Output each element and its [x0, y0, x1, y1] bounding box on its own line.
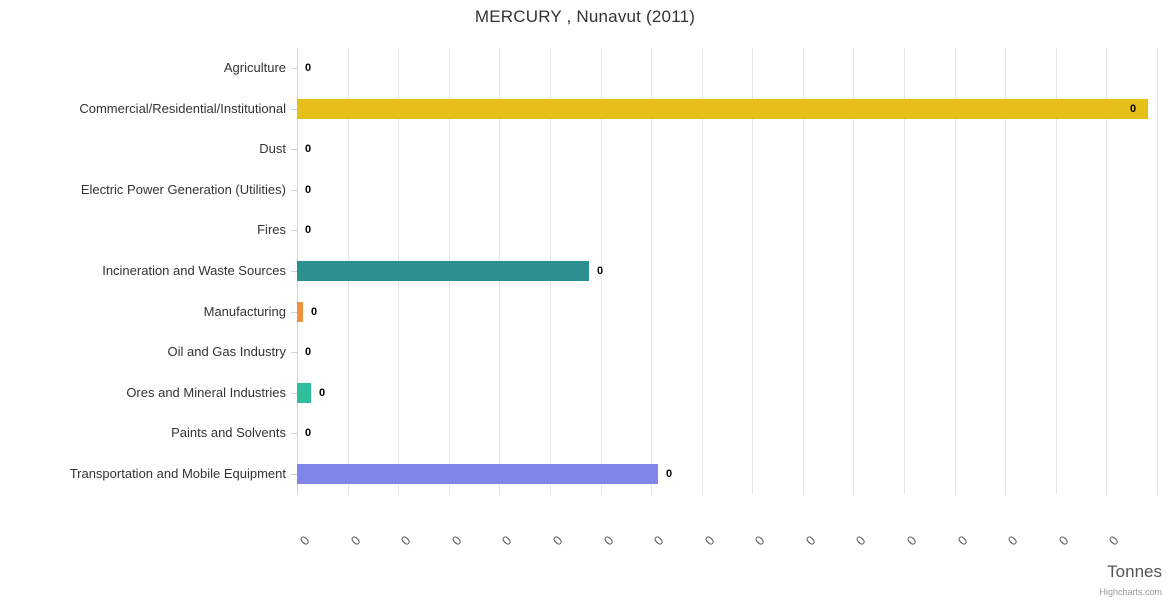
- category-tick-mark: [291, 190, 297, 191]
- category-label: Incineration and Waste Sources: [102, 263, 286, 279]
- x-gridline: [651, 48, 652, 495]
- x-gridline: [853, 48, 854, 495]
- x-tick-label: 0: [802, 532, 819, 549]
- bar-commercial-residential-institutional[interactable]: [297, 98, 1148, 119]
- x-gridline: [752, 48, 753, 495]
- category-tick-mark: [291, 68, 297, 69]
- data-label: 0: [666, 467, 673, 480]
- x-gridline: [955, 48, 956, 495]
- data-label: 0: [305, 143, 312, 156]
- category-tick-mark: [291, 352, 297, 353]
- x-gridline: [1056, 48, 1057, 495]
- x-tick-label: 0: [296, 532, 313, 549]
- x-tick-label: 0: [498, 532, 515, 549]
- x-tick-label: 0: [903, 532, 920, 549]
- category-label: Paints and Solvents: [171, 425, 286, 441]
- data-label: 0: [305, 224, 312, 237]
- category-label: Agriculture: [223, 60, 286, 76]
- bar-ores-and-mineral-industries[interactable]: [297, 382, 311, 403]
- category-label: Dust: [259, 141, 286, 157]
- data-label: 0: [305, 62, 312, 75]
- category-label: Fires: [257, 222, 286, 238]
- x-gridline: [803, 48, 804, 495]
- x-gridline: [601, 48, 602, 495]
- data-label: 0: [305, 427, 312, 440]
- x-tick-label: 0: [954, 532, 971, 549]
- category-label: Commercial/Residential/Institutional: [79, 100, 286, 116]
- x-gridline: [904, 48, 905, 495]
- highcharts-credits-link[interactable]: Highcharts.com: [1099, 587, 1162, 597]
- chart-title: MERCURY , Nunavut (2011): [474, 7, 696, 26]
- data-label: 0: [305, 183, 312, 196]
- x-gridline: [1106, 48, 1107, 495]
- category-tick-mark: [291, 474, 297, 475]
- data-label: 0: [1130, 102, 1137, 115]
- bar-manufacturing[interactable]: [297, 301, 303, 322]
- x-tick-label: 0: [397, 532, 414, 549]
- category-label: Ores and Mineral Industries: [126, 384, 286, 400]
- x-tick-label: 0: [448, 532, 465, 549]
- data-label: 0: [319, 386, 326, 399]
- x-tick-label: 0: [347, 532, 364, 549]
- category-tick-mark: [291, 312, 297, 313]
- x-tick-label: 0: [701, 532, 718, 549]
- bar-transportation-and-mobile-equipment[interactable]: [297, 463, 658, 484]
- x-tick-label: 0: [1055, 532, 1072, 549]
- x-gridline: [1005, 48, 1006, 495]
- category-label: Oil and Gas Industry: [167, 344, 287, 360]
- bar-incineration-and-waste-sources[interactable]: [297, 261, 589, 282]
- category-label: Manufacturing: [203, 303, 286, 319]
- x-gridline: [1157, 48, 1158, 495]
- x-tick-label: 0: [852, 532, 869, 549]
- category-tick-mark: [291, 109, 297, 110]
- data-label: 0: [597, 265, 604, 278]
- data-label: 0: [311, 305, 318, 318]
- x-tick-label: 0: [1105, 532, 1122, 549]
- x-tick-label: 0: [600, 532, 617, 549]
- x-tick-label: 0: [549, 532, 566, 549]
- x-gridline: [702, 48, 703, 495]
- category-label: Electric Power Generation (Utilities): [80, 181, 286, 197]
- category-tick-mark: [291, 393, 297, 394]
- category-label: Transportation and Mobile Equipment: [69, 465, 286, 481]
- data-label: 0: [305, 346, 312, 359]
- category-tick-mark: [291, 149, 297, 150]
- x-axis-title: Tonnes: [1107, 562, 1162, 581]
- x-tick-label: 0: [650, 532, 667, 549]
- category-tick-mark: [291, 271, 297, 272]
- category-tick-mark: [291, 433, 297, 434]
- category-tick-mark: [291, 230, 297, 231]
- x-tick-label: 0: [751, 532, 768, 549]
- x-tick-label: 0: [1004, 532, 1021, 549]
